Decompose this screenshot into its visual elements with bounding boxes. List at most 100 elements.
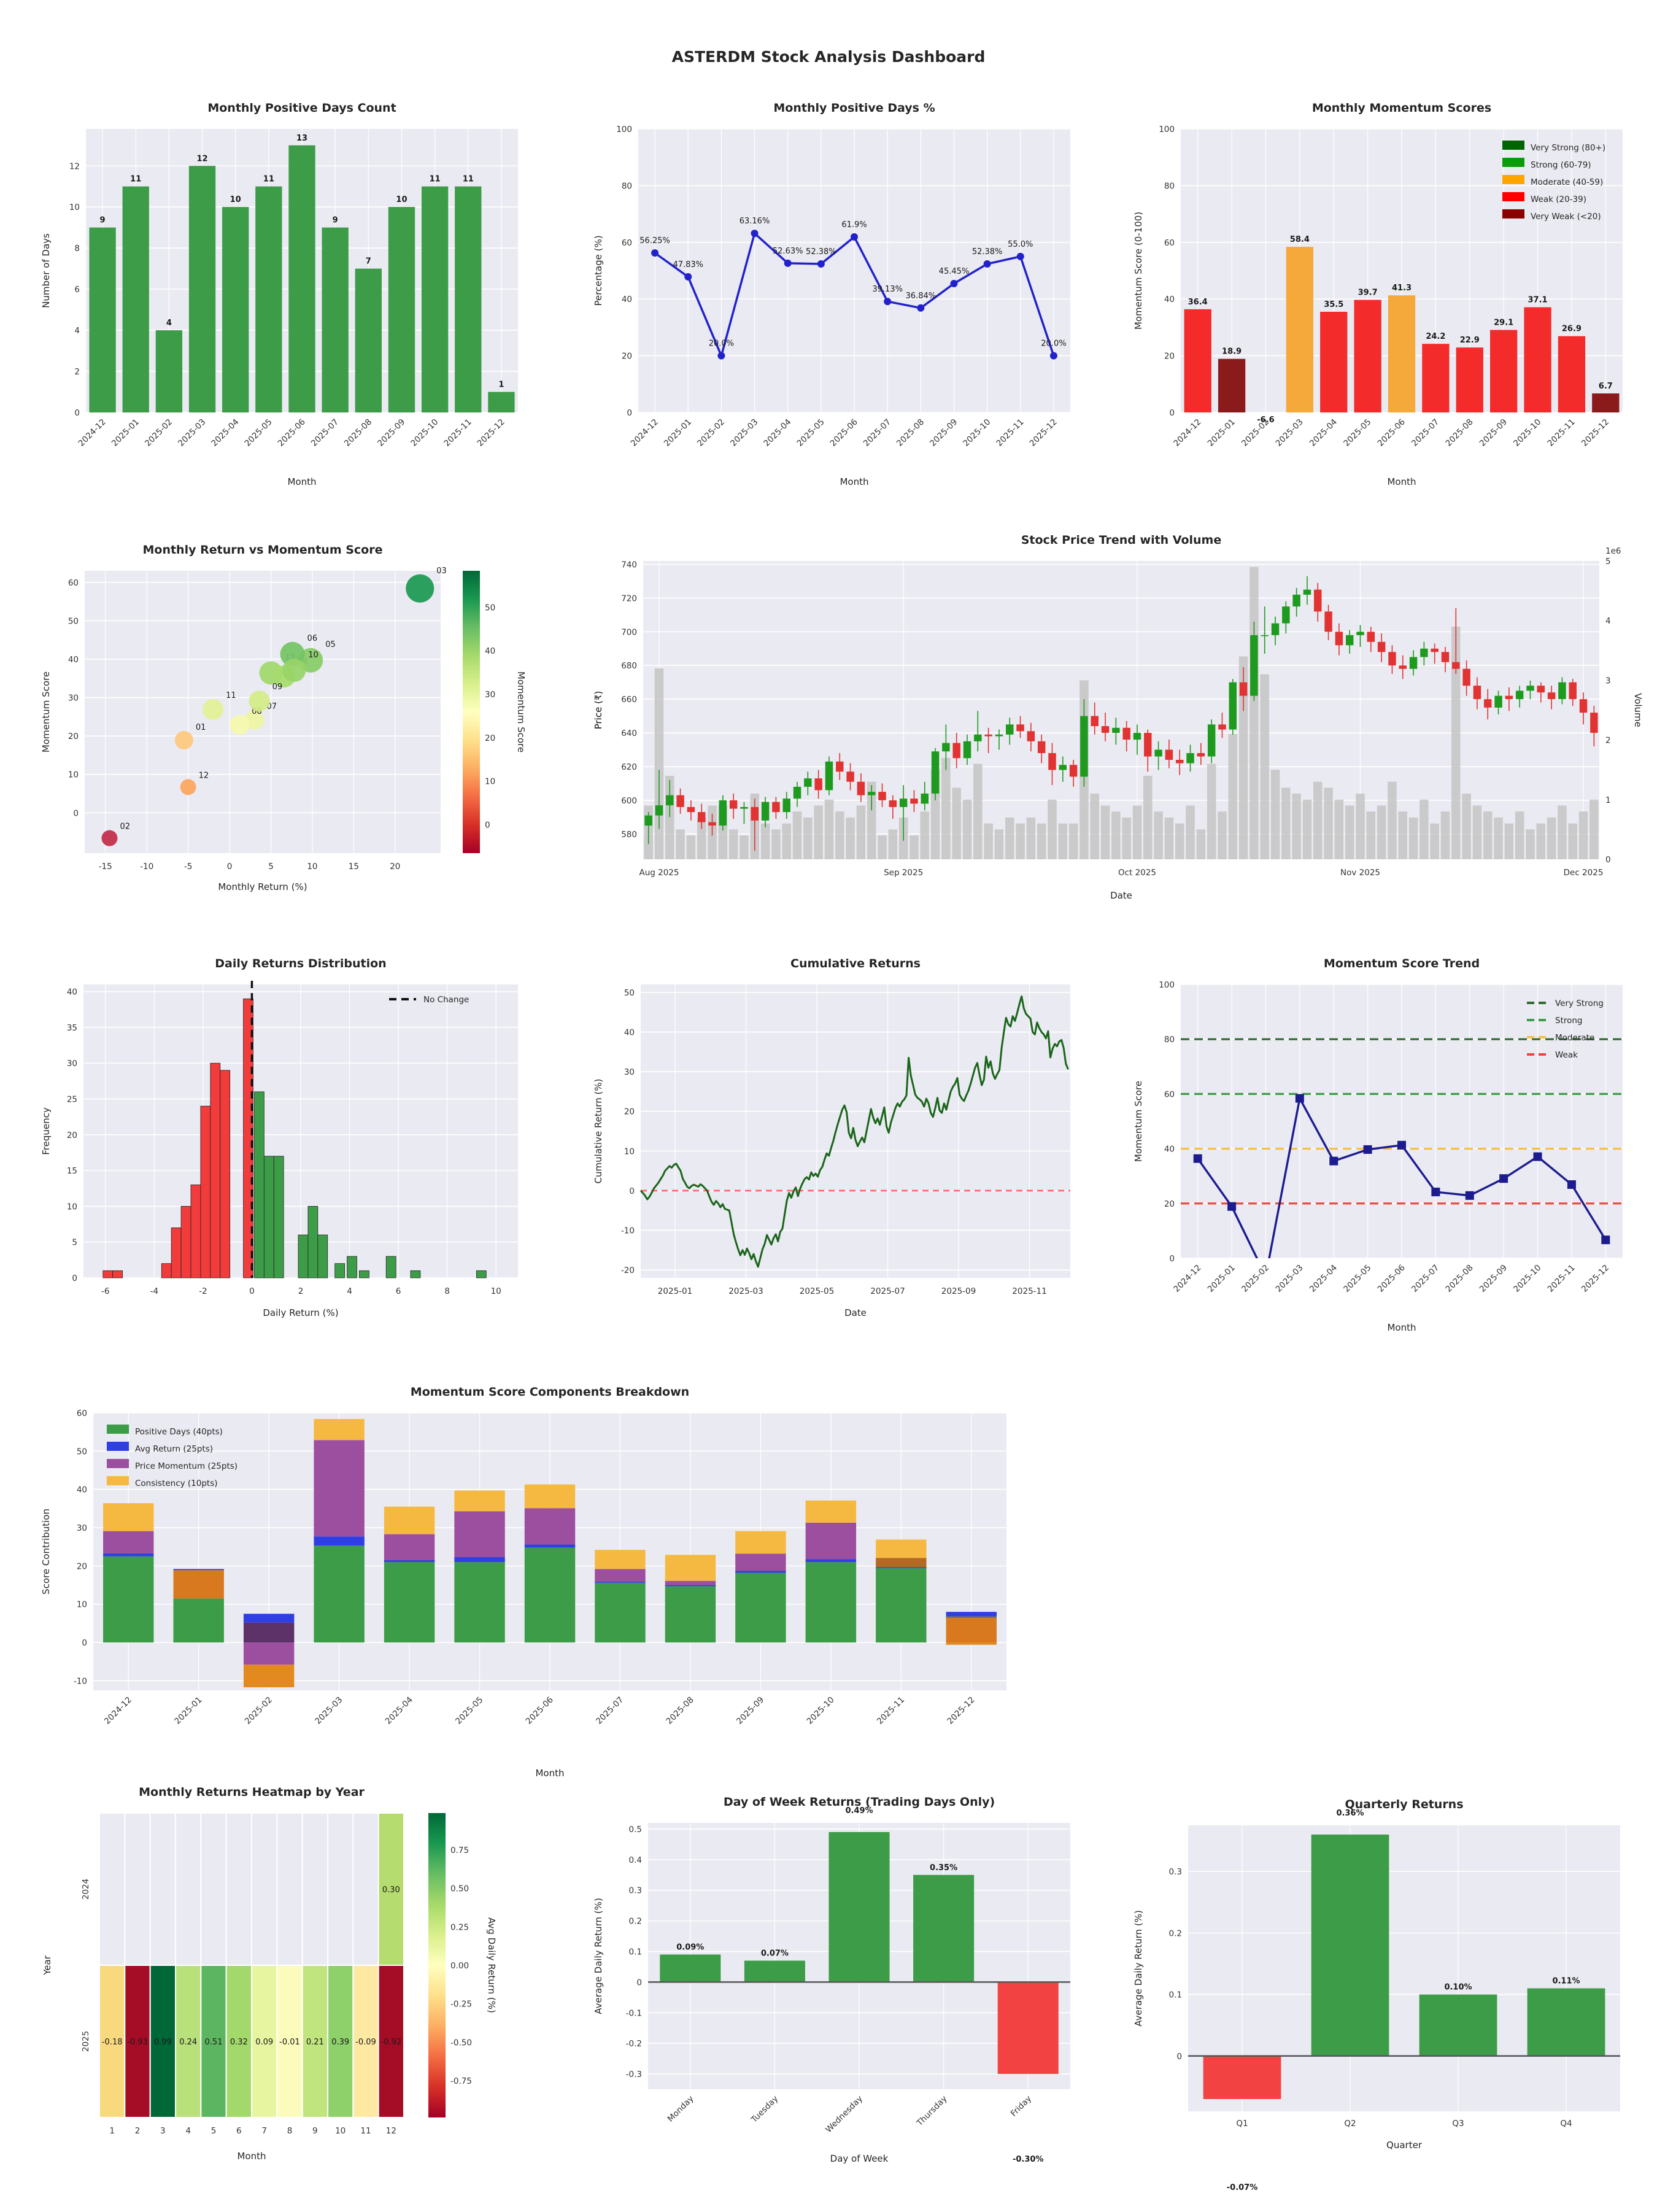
svg-text:06: 06 [307, 634, 318, 643]
chart-momentum-score-trend: Momentum Score Trend Month Momentum Score 0… [1129, 939, 1632, 1371]
svg-text:Q1: Q1 [1236, 2119, 1248, 2129]
svg-text:20.0%: 20.0% [709, 339, 734, 349]
svg-text:Dec 2025: Dec 2025 [1564, 868, 1604, 878]
svg-text:2025-12: 2025-12 [1580, 1263, 1611, 1294]
svg-text:2025-03: 2025-03 [1273, 417, 1305, 449]
svg-text:2025-10: 2025-10 [1512, 417, 1543, 449]
chart-daily-returns-distribution: Daily Returns Distribution Daily Return (… [37, 939, 528, 1347]
svg-text:20: 20 [485, 733, 495, 743]
svg-text:12: 12 [196, 154, 207, 163]
plot-svg: Day of Week Returns (Trading Days Only) D… [593, 1795, 1070, 2164]
svg-text:2025-07: 2025-07 [1410, 1263, 1441, 1294]
svg-text:10: 10 [68, 770, 79, 780]
svg-text:Price (₹): Price (₹) [593, 691, 604, 730]
svg-text:720: 720 [621, 594, 637, 603]
svg-text:0.30: 0.30 [382, 1885, 400, 1895]
svg-text:0.21: 0.21 [306, 2038, 324, 2047]
svg-text:60: 60 [68, 578, 79, 588]
svg-text:2025-12: 2025-12 [1028, 417, 1059, 449]
svg-text:Month: Month [1387, 476, 1416, 487]
svg-text:30: 30 [67, 1059, 77, 1069]
svg-text:2025: 2025 [81, 2031, 91, 2052]
svg-text:0: 0 [249, 1286, 255, 1296]
svg-text:4: 4 [347, 1286, 352, 1296]
svg-text:09: 09 [272, 683, 283, 692]
svg-text:2: 2 [135, 2126, 141, 2136]
plot-svg: Momentum Score Trend Month Momentum Score 0… [1133, 957, 1623, 1333]
svg-text:-15: -15 [99, 862, 112, 872]
svg-text:Month: Month [237, 2151, 266, 2162]
svg-text:0.25: 0.25 [450, 1922, 469, 1932]
svg-text:Momentum Score: Momentum Score [1133, 1081, 1144, 1162]
svg-text:2025-11: 2025-11 [1546, 417, 1577, 449]
svg-text:Monthly Return vs Momentum Sco: Monthly Return vs Momentum Score [142, 543, 382, 557]
svg-text:2025-03: 2025-03 [728, 1286, 763, 1296]
svg-text:Monthly Momentum Scores: Monthly Momentum Scores [1312, 101, 1491, 115]
svg-text:Date: Date [844, 1307, 867, 1318]
svg-text:2025-02: 2025-02 [1240, 1263, 1271, 1294]
svg-text:0.75: 0.75 [450, 1846, 469, 1855]
svg-text:45.45%: 45.45% [939, 267, 970, 276]
svg-text:36.4: 36.4 [1188, 298, 1208, 307]
svg-text:50: 50 [77, 1447, 87, 1456]
svg-text:50: 50 [68, 616, 79, 626]
svg-text:80: 80 [1164, 181, 1175, 191]
svg-text:3: 3 [1605, 676, 1611, 686]
svg-text:2025-02: 2025-02 [695, 417, 727, 449]
svg-text:2025-04: 2025-04 [384, 1695, 415, 1727]
svg-text:100: 100 [1159, 125, 1175, 134]
svg-text:Momentum Score Trend: Momentum Score Trend [1324, 957, 1480, 970]
svg-text:0: 0 [1176, 2052, 1182, 2062]
svg-text:6.7: 6.7 [1599, 382, 1613, 391]
svg-text:2025-10: 2025-10 [961, 417, 992, 449]
svg-text:0.4: 0.4 [629, 1855, 642, 1865]
svg-text:-0.01: -0.01 [279, 2038, 300, 2047]
svg-text:2025-05: 2025-05 [1342, 417, 1373, 449]
svg-text:10: 10 [335, 2126, 346, 2136]
svg-text:Average Daily Return (%): Average Daily Return (%) [1133, 1910, 1144, 2027]
svg-text:Daily Return (%): Daily Return (%) [263, 1307, 338, 1318]
svg-text:660: 660 [621, 695, 637, 705]
svg-text:0.2: 0.2 [1169, 1928, 1182, 1938]
svg-text:-0.50: -0.50 [450, 2038, 472, 2048]
svg-text:0.2: 0.2 [629, 1917, 642, 1927]
svg-text:9: 9 [312, 2126, 318, 2136]
chart-quarterly-returns: Quarterly Returns Quarter Average Daily Re… [1129, 1774, 1632, 2212]
svg-text:30: 30 [485, 690, 495, 700]
svg-text:10: 10 [624, 1147, 635, 1156]
svg-text:2025-09: 2025-09 [1478, 1263, 1509, 1294]
svg-text:Score Contribution: Score Contribution [41, 1509, 52, 1595]
svg-text:2025-09: 2025-09 [928, 417, 959, 449]
svg-text:Very Strong: Very Strong [1555, 999, 1604, 1008]
plot-svg: Monthly Return vs Momentum Score Monthly … [41, 543, 527, 892]
svg-text:Number of Days: Number of Days [41, 233, 52, 308]
svg-text:2025-02: 2025-02 [143, 417, 174, 449]
svg-text:-0.18: -0.18 [102, 2038, 123, 2047]
svg-text:0.39: 0.39 [331, 2038, 349, 2047]
plot-svg: Cumulative Returns Date Cumulative Return … [593, 957, 1070, 1318]
svg-text:15: 15 [67, 1166, 77, 1176]
svg-text:4: 4 [166, 319, 172, 328]
svg-text:Cumulative Return (%): Cumulative Return (%) [593, 1079, 604, 1184]
svg-text:10: 10 [485, 777, 495, 787]
svg-text:20: 20 [68, 732, 79, 741]
svg-text:9: 9 [333, 216, 338, 225]
svg-text:2025-12: 2025-12 [476, 417, 507, 449]
svg-text:15: 15 [349, 862, 359, 872]
svg-text:0.00: 0.00 [450, 1961, 469, 1971]
svg-text:2025-07: 2025-07 [870, 1286, 905, 1296]
svg-text:2024-12: 2024-12 [1172, 1263, 1203, 1294]
svg-text:40: 40 [68, 655, 79, 665]
svg-text:Price Momentum (25pts): Price Momentum (25pts) [135, 1461, 238, 1471]
svg-text:Momentum Score (0-100): Momentum Score (0-100) [1133, 212, 1144, 330]
svg-text:2025-01: 2025-01 [1206, 1263, 1237, 1294]
svg-text:5: 5 [268, 862, 274, 872]
svg-text:2025-01: 2025-01 [172, 1695, 204, 1727]
svg-text:80: 80 [1164, 1035, 1175, 1045]
svg-text:2025-08: 2025-08 [342, 417, 374, 449]
svg-text:Cumulative Returns: Cumulative Returns [790, 957, 921, 970]
svg-text:2025-03: 2025-03 [176, 417, 207, 449]
svg-text:700: 700 [621, 627, 637, 637]
svg-text:600: 600 [621, 796, 637, 806]
svg-text:1: 1 [498, 381, 504, 390]
